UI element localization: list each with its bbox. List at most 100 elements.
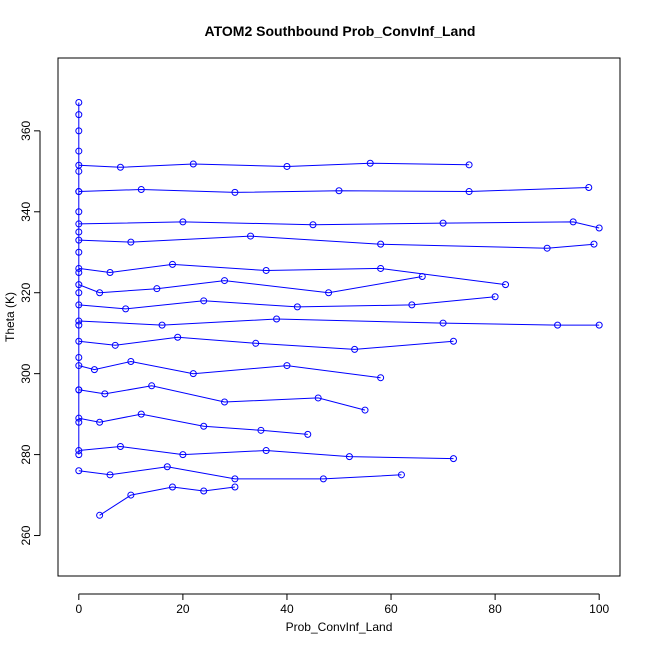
data-point — [231, 188, 239, 196]
data-point — [465, 188, 473, 196]
series-line-15 — [99, 486, 235, 516]
data-point — [75, 418, 83, 426]
data-point — [377, 374, 385, 382]
data-point — [590, 240, 598, 248]
data-point — [293, 303, 301, 311]
y-axis-label: Theta (K) — [3, 292, 17, 342]
y-tick-label: 340 — [19, 201, 33, 221]
data-point — [75, 208, 83, 216]
data-point — [122, 305, 130, 313]
data-point — [101, 390, 109, 398]
data-point — [189, 370, 197, 378]
y-axis: 260 280 300 320 340 360 — [19, 121, 41, 546]
data-point — [153, 285, 161, 293]
data-point — [96, 418, 104, 426]
series-line-6 — [78, 276, 423, 294]
data-point — [75, 220, 83, 228]
data-point — [247, 232, 255, 240]
data-point — [569, 218, 577, 226]
data-point — [137, 186, 145, 194]
data-point — [75, 264, 83, 272]
data-point — [75, 353, 83, 361]
series-line-7 — [78, 296, 496, 310]
x-tick-label: 40 — [280, 602, 294, 616]
x-tick-label: 20 — [176, 602, 190, 616]
data-point — [189, 160, 197, 168]
data-point — [449, 455, 457, 463]
data-point — [377, 240, 385, 248]
data-point — [231, 475, 239, 483]
data-point — [179, 218, 187, 226]
data-point — [465, 161, 473, 169]
data-point — [111, 341, 119, 349]
data-point — [200, 422, 208, 430]
series-line-12 — [78, 413, 308, 435]
data-point — [345, 453, 353, 461]
x-tick-label: 0 — [75, 602, 82, 616]
data-point — [96, 289, 104, 297]
data-point — [75, 414, 83, 422]
data-point — [309, 221, 317, 229]
data-point — [75, 317, 83, 325]
y-tick-label: 320 — [19, 282, 33, 302]
series-line-13 — [78, 445, 454, 460]
data-point — [351, 345, 359, 353]
data-point — [75, 111, 83, 119]
series-line-3 — [78, 221, 600, 229]
series-line-5 — [78, 263, 506, 286]
series-line-2 — [78, 187, 589, 193]
plot-frame — [57, 57, 621, 577]
data-point — [335, 187, 343, 195]
series-line-9 — [78, 336, 454, 350]
x-axis: 0 20 40 60 80 100 — [75, 593, 610, 616]
data-point — [179, 451, 187, 459]
data-point — [595, 321, 603, 329]
data-point — [283, 162, 291, 170]
data-point — [75, 337, 83, 345]
y-tick-label: 300 — [19, 363, 33, 383]
data-point — [174, 333, 182, 341]
series-line-11 — [78, 385, 366, 411]
data-point — [262, 266, 270, 274]
y-tick-label: 280 — [19, 444, 33, 464]
data-point — [200, 297, 208, 305]
data-point — [273, 315, 281, 323]
series-line-4 — [78, 235, 595, 249]
data-point — [257, 426, 265, 434]
data-point — [75, 228, 83, 236]
data-point — [75, 147, 83, 155]
data-point — [75, 99, 83, 107]
chart-title: ATOM2 Southbound Prob_ConvInf_Land — [205, 23, 476, 39]
data-point — [502, 281, 510, 289]
data-point — [554, 321, 562, 329]
data-point — [283, 362, 291, 370]
data-point — [366, 159, 374, 167]
data-point — [168, 260, 176, 268]
data-point — [75, 386, 83, 394]
data-point — [418, 273, 426, 281]
data-point — [449, 337, 457, 345]
data-point — [106, 268, 114, 276]
data-point — [90, 366, 98, 374]
series-line-1 — [78, 162, 470, 168]
data-point — [75, 236, 83, 244]
data-point — [262, 447, 270, 455]
x-axis-label: Prob_ConvInf_Land — [286, 620, 393, 634]
data-point — [116, 163, 124, 171]
data-point — [106, 471, 114, 479]
data-point — [319, 475, 327, 483]
data-point — [408, 301, 416, 309]
y-tick-label: 260 — [19, 525, 33, 545]
x-tick-label: 100 — [589, 602, 609, 616]
data-point — [168, 483, 176, 491]
data-point — [158, 321, 166, 329]
data-point — [377, 264, 385, 272]
data-point — [439, 319, 447, 327]
data-point — [127, 358, 135, 366]
data-point — [200, 487, 208, 495]
data-point — [127, 238, 135, 246]
data-point — [96, 511, 104, 519]
data-point — [75, 268, 83, 276]
data-point — [314, 394, 322, 402]
